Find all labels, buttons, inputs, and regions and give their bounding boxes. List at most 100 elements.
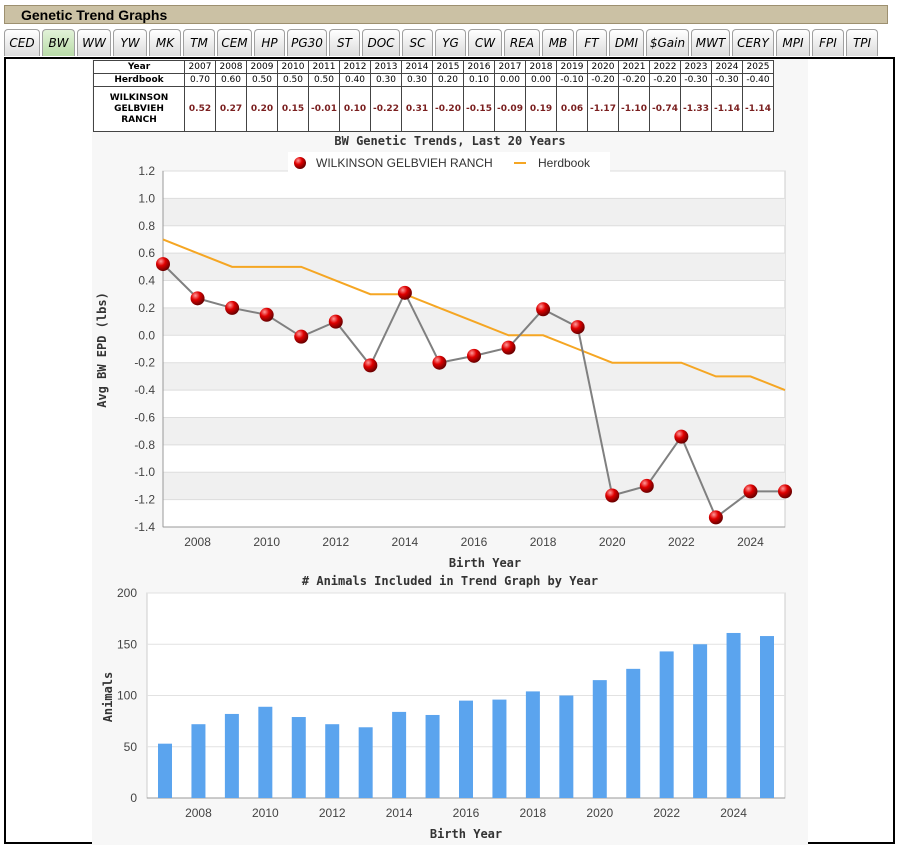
bar [291,717,306,798]
ranch-point [639,478,654,493]
legend-box [288,152,610,172]
ranch-point [259,307,274,322]
grid-band [163,198,785,226]
legend-label-ranch: WILKINSON GELBVIEH RANCH [316,156,493,170]
herdbook-line [162,238,786,392]
bar [492,699,507,798]
ranch-cell: -0.74 [649,86,681,132]
ranch-cell: 0.27 [215,86,247,132]
ranch-point [225,300,240,315]
ranch-header: WILKINSON GELBVIEH RANCH [93,86,185,132]
x-tick-label: 2024 [737,535,764,549]
bar [592,680,607,798]
trend-table: Year 2007 2008 2009 2010 2011 2012 2013 2014 201… [93,60,774,132]
bar [358,727,373,798]
y-tick-label: -0.6 [134,410,155,424]
bar-x-tick-label: 2024 [720,806,747,820]
tab-fpi[interactable]: FPI [812,29,844,56]
ranch-label-line: GELBVIEH [114,103,164,114]
tab-doc[interactable]: DOC [362,29,400,56]
ranch-cell: 0.20 [246,86,278,132]
ranch-point [432,355,447,370]
tab-cery[interactable]: CERY [732,29,774,56]
ranch-point [708,510,723,525]
bar [559,695,574,798]
y-tick-label: 0.8 [138,219,155,233]
grid-band [163,472,785,500]
bar [325,724,340,798]
tab-tm[interactable]: TM [183,29,215,56]
y-tick-label: 0.6 [138,246,155,260]
x-axis-title: Birth Year [449,556,521,570]
ranch-point [190,291,205,306]
bar-y-tick-label: 150 [117,637,137,651]
y-tick-label: -0.2 [134,356,155,370]
ranch-cell: -1.14 [742,86,774,132]
bar-y-tick-label: 0 [130,791,137,805]
ranch-cell: 0.31 [401,86,433,132]
bar [224,713,239,798]
ranch-label-line: RANCH [121,114,157,125]
tab-ced[interactable]: CED [4,29,40,56]
ranch-cell: -0.22 [370,86,402,132]
bar-y-tick-label: 100 [117,689,137,703]
bar-x-tick-label: 2018 [520,806,547,820]
bar-y-tick-label: 200 [117,586,137,600]
tab-cem[interactable]: CEM [217,29,252,56]
x-tick-label: 2014 [392,535,419,549]
tab-ww[interactable]: WW [77,29,111,56]
bar-x-tick-label: 2008 [185,806,212,820]
bar [191,724,206,798]
bar-x-tick-label: 2016 [453,806,480,820]
grid-band [163,362,785,391]
tab-bw[interactable]: BW [42,29,75,56]
bar [392,711,407,798]
bar-x-tick-label: 2012 [319,806,346,820]
bar-chart-title: # Animals Included in Trend Graph by Yea… [302,574,598,588]
ranch-point [605,488,620,503]
tab-cw[interactable]: CW [468,29,502,56]
tab-mwt[interactable]: MWT [691,29,730,56]
tab-mpi[interactable]: MPI [776,29,810,56]
x-tick-label: 2020 [599,535,626,549]
ranch-cell: 0.52 [184,86,216,132]
bar-x-tick-label: 2014 [386,806,413,820]
ranch-cell: 0.19 [525,86,557,132]
y-tick-label: 1.0 [138,191,155,205]
legend-marker-ranch [294,157,306,169]
chart-title: BW Genetic Trends, Last 20 Years [334,134,565,148]
tab-tpi[interactable]: TPI [846,29,878,56]
tab-sc[interactable]: SC [402,29,433,56]
tab-rea[interactable]: REA [504,29,540,56]
y-tick-label: -1.4 [134,520,155,534]
ranch-cell: -0.20 [432,86,464,132]
bar [158,743,172,798]
bar-y-axis-title: Animals [101,672,115,723]
ranch-cell: -0.01 [308,86,340,132]
tab-mb[interactable]: MB [542,29,574,56]
ranch-point [467,348,481,363]
ranch-cell: -1.17 [587,86,619,132]
tab-yw[interactable]: YW [113,29,147,56]
tab-pg30[interactable]: PG30 [287,29,327,56]
ranch-cell: -0.09 [494,86,526,132]
bar-x-tick-label: 2010 [252,806,279,820]
table-row-herdbook: Herdbook 0.70 0.60 0.50 0.50 0.50 0.40 0.30 0.3… [93,73,774,87]
tab-ft[interactable]: FT [576,29,607,56]
ranch-cell: -1.14 [711,86,743,132]
tab-hp[interactable]: HP [254,29,285,56]
x-tick-label: 2012 [322,535,349,549]
x-tick-label: 2022 [668,535,695,549]
ranch-point [778,484,792,499]
table-row-year: Year 2007 2008 2009 2010 2011 2012 2013 2014 201… [93,60,774,74]
tab-dollar-gain[interactable]: $Gain [646,29,689,56]
page-title: Genetic Trend Graphs [21,7,168,23]
tab-yg[interactable]: YG [435,29,466,56]
y-tick-label: 0.0 [138,328,155,342]
y-tick-label: -0.4 [134,383,155,397]
tab-mk[interactable]: MK [149,29,181,56]
tab-dmi[interactable]: DMI [609,29,644,56]
bar-x-tick-label: 2022 [653,806,680,820]
tab-st[interactable]: ST [329,29,360,56]
title-bar: Genetic Trend Graphs [4,5,888,24]
